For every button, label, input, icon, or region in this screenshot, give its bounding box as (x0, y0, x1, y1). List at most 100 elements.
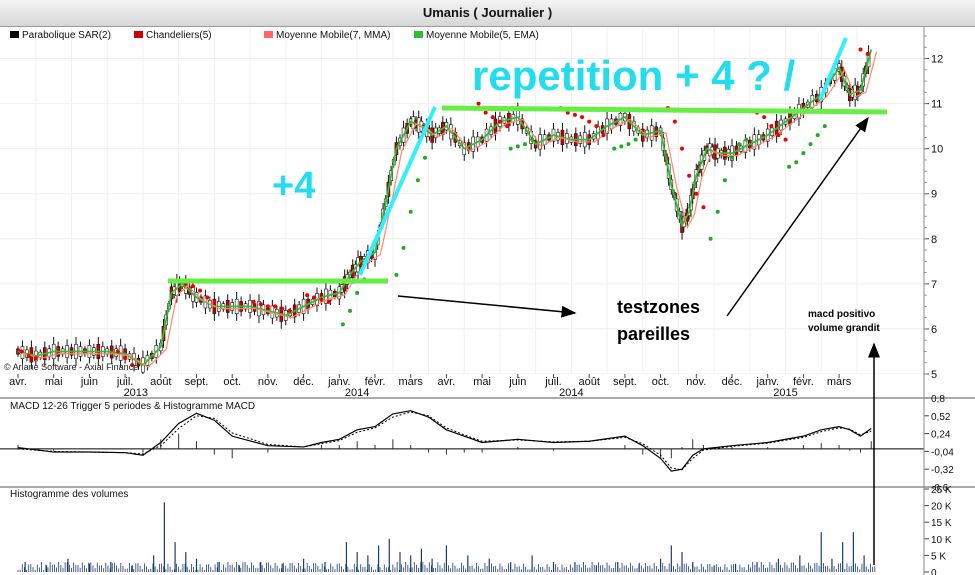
sar-point-red (305, 293, 310, 298)
sar-point-red (490, 115, 495, 120)
y-tick-label: 7 (931, 279, 937, 291)
sar-point-green (401, 245, 406, 250)
sar-point-red (123, 356, 128, 361)
legend-swatch (10, 31, 19, 38)
legend-label: Moyenne Mobile(7, MMA) (276, 30, 390, 41)
x-tick-label: févr. (365, 376, 386, 388)
x-tick-label: oct. (223, 376, 241, 388)
sar-point-red (205, 295, 210, 300)
sar-point-green (619, 144, 624, 149)
sar-point-green (722, 178, 727, 183)
sar-point-green (787, 164, 792, 169)
volume-title: Histogramme des volumes (10, 489, 128, 500)
sar-point-red (273, 304, 278, 309)
sar-point-green (408, 209, 413, 214)
price-plot (16, 45, 878, 380)
sar-point-red (312, 295, 317, 300)
price-panel (0, 27, 924, 374)
legend-swatch (134, 31, 143, 38)
copyright: © Ariane Software - Axial Finance (4, 362, 138, 372)
sar-point-red (483, 110, 488, 115)
sar-point-red (476, 101, 481, 106)
sar-point-red (601, 133, 606, 138)
legend-label: Moyenne Mobile(5, EMA) (426, 30, 539, 41)
ema-line (17, 49, 873, 367)
sar-point-green (415, 178, 420, 183)
x-tick-label: févr. (793, 376, 814, 388)
sar-point-red (258, 302, 263, 307)
sar-point-red (580, 115, 585, 120)
sar-point-green (815, 133, 820, 138)
legend: Parabolique SAR(2) Chandeliers(5) Moyenne … (10, 30, 539, 41)
year-label: 2015 (773, 387, 797, 399)
volume-y-tick-label: 20 K (931, 502, 952, 513)
macd-line (17, 410, 872, 472)
sar-point-red (319, 297, 324, 302)
sar-point-red (783, 137, 788, 142)
sar-point-red (587, 119, 592, 124)
x-tick-label: juin (508, 376, 526, 388)
sar-point-red (190, 284, 195, 289)
sar-point-red (594, 124, 599, 129)
sar-point-green (612, 146, 617, 151)
sar-point-green (394, 272, 399, 277)
sar-point-red (19, 349, 24, 354)
sar-point-red (115, 349, 120, 354)
sar-point-red (776, 133, 781, 138)
legend-swatch (414, 31, 423, 38)
sar-point-red (497, 119, 502, 124)
x-tick-label: avr. (9, 376, 27, 388)
sar-point-green (340, 322, 345, 327)
sar-point-green (808, 142, 813, 147)
annotation-macd-2: volume grandit (808, 323, 880, 334)
x-tick-label: déc. (722, 376, 743, 388)
window-title: Umanis ( Journalier ) (0, 0, 975, 27)
sar-point-red (694, 191, 699, 196)
sar-point-red (865, 52, 870, 57)
sar-point-red (33, 356, 38, 361)
sar-point-red (701, 205, 706, 210)
sar-point-red (265, 304, 270, 309)
sar-point-red (130, 362, 135, 367)
arrow-testzones-left (397, 295, 577, 318)
x-tick-label: janv. (755, 376, 778, 388)
x-tick-label: août (578, 376, 599, 388)
sar-point-red (280, 306, 285, 311)
sar-point-green (348, 308, 353, 313)
sar-point-green (794, 160, 799, 165)
x-tick-label: nov. (258, 376, 278, 388)
legend-label: Chandeliers(5) (146, 30, 212, 41)
y-tick-label: 11 (931, 99, 942, 111)
x-tick-label: mars (827, 376, 852, 388)
sar-point-red (326, 299, 331, 304)
price-y-axis: 5 6 7 8 9 10 11 12 (924, 35, 943, 381)
y-tick-label: 12 (931, 54, 943, 66)
sar-point-green (522, 142, 527, 147)
y-tick-label: 5 (931, 369, 937, 381)
annotations: +4 repetition + 4 ? / testzones pareille… (168, 37, 888, 565)
volume-panel: 25 K 20 K 15 K 10 K 5 K 0 (17, 485, 952, 575)
year-label: 2014 (559, 387, 583, 399)
x-tick-label: nov. (686, 376, 706, 388)
trigger-line (17, 411, 872, 471)
resistance-line-2 (441, 105, 888, 115)
sar-point-red (769, 124, 774, 129)
sar-point-green (355, 290, 360, 295)
sar-point-red (672, 119, 677, 124)
mma-line (23, 51, 878, 369)
macd-y-tick-label: 0,8 (931, 394, 945, 405)
annotation-plus4: +4 (272, 165, 315, 207)
legend-label: Parabolique SAR(2) (22, 30, 111, 41)
annotation-testzones-2: pareilles (617, 324, 690, 344)
x-tick-label: juil. (116, 376, 134, 388)
volume-y-tick-label: 0 (931, 568, 937, 575)
year-label: 2013 (124, 387, 148, 399)
x-tick-label: août (150, 376, 171, 388)
sar-point-red (26, 353, 31, 358)
macd-y-tick-label: -0,32 (931, 465, 954, 476)
sar-point-green (737, 142, 742, 147)
sar-point-green (633, 137, 638, 142)
x-tick-label: sept. (613, 376, 637, 388)
x-tick-label: mai (45, 376, 63, 388)
